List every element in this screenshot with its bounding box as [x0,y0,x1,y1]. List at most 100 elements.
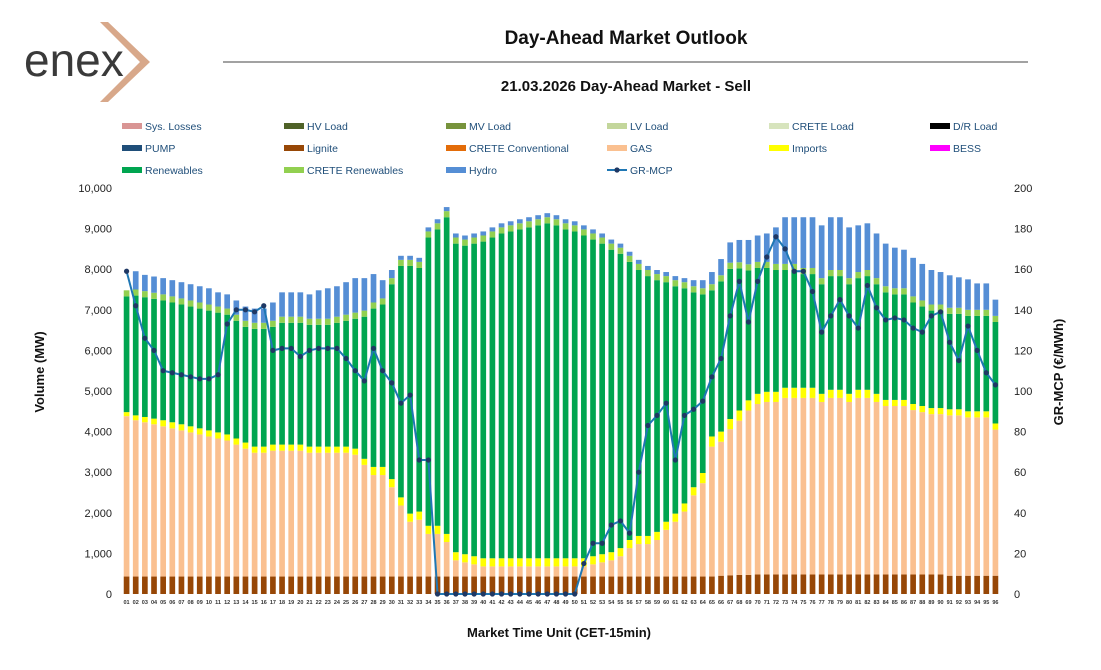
point-gr-mcp [489,591,496,597]
bar-imports [388,479,395,488]
bar-gas [224,440,231,577]
bar-hydro [132,271,139,290]
bar-imports [983,411,990,418]
point-gr-mcp [581,560,587,567]
point-gr-mcp [590,540,596,546]
x-tick-label: 80 [846,600,852,606]
legend-item-gr-mcp: GR-MCP [607,165,673,177]
bar-lignite [306,576,313,594]
bar-renewables [434,229,441,526]
bar-crete-renewables [974,309,980,316]
bar-hydro [590,229,596,234]
bar-imports [754,393,761,404]
bar-imports [507,558,514,567]
x-tick-label: 33 [416,600,422,606]
bar-crete-renewables [187,300,194,307]
bar-crete-renewables [901,288,907,295]
y-tick-label: 7,000 [84,305,112,317]
bar-gas [471,564,477,577]
bar-imports [315,446,322,453]
bar-imports [142,416,148,423]
bar-crete-renewables [718,275,724,282]
bar-lignite [132,576,139,594]
bar-imports [635,535,642,545]
point-gr-mcp [855,325,861,331]
bar-renewables [599,243,605,555]
bar-hydro [727,242,734,263]
bar-lignite [882,574,889,594]
bar-renewables [398,265,404,498]
bar-imports [425,525,432,534]
legend-swatch [607,145,627,151]
bar-gas [672,521,679,577]
bar-gas [416,519,423,577]
bar-gas [306,452,313,577]
bar-gas [910,410,916,575]
bar-lignite [626,576,633,594]
bar-lignite [571,576,578,594]
bar-hydro [873,233,880,279]
bar-renewables [379,304,386,467]
bar-lignite [773,574,779,594]
bar-crete-renewables [818,278,825,285]
bar-lignite [745,574,752,594]
bar-renewables [361,316,368,459]
bar-gas [169,428,176,577]
legend-label: GAS [630,143,652,155]
point-gr-mcp [206,376,212,382]
bar-renewables [791,270,798,388]
x-tick-label: 82 [864,600,870,606]
bar-renewables [873,284,880,394]
bar-hydro [251,308,258,323]
bar-renewables [562,229,569,559]
bar-hydro [699,280,706,289]
bar-imports [818,393,825,402]
bar-renewables [553,225,560,559]
bar-renewables [315,324,322,447]
legend-swatch [930,123,950,129]
x-tick-label: 78 [828,600,834,606]
bar-hydro [379,280,386,299]
bar-crete-renewables [654,274,660,281]
bar-gas [928,414,935,575]
bar-renewables [882,292,889,400]
bar-gas [407,521,413,577]
point-gr-mcp [700,398,706,404]
legend-item-pump: PUMP [122,143,175,155]
bar-crete-renewables [855,272,862,279]
bar-renewables [946,313,953,410]
x-tick-label: 57 [636,600,642,606]
bar-renewables [928,310,935,409]
bar-hydro [507,221,514,226]
bar-crete-renewables [334,316,340,323]
x-tick-label: 83 [873,600,879,606]
logo-chevron-icon [100,22,150,102]
bar-renewables [498,233,505,559]
point-gr-mcp [370,345,377,351]
point-gr-mcp [352,368,358,374]
bar-lignite [379,576,386,594]
bar-renewables [709,290,715,437]
bar-lignite [178,576,185,594]
x-tick-label: 66 [718,600,724,606]
x-tick-label: 42 [498,600,504,606]
legend-label: Hydro [469,165,497,177]
point-gr-mcp [736,278,742,284]
bar-renewables [608,249,615,553]
chart-subtitle: 21.03.2026 Day-Ahead Market - Sell [501,78,751,95]
bar-crete-renewables [773,263,779,271]
y2-tick-label: 160 [1014,264,1032,276]
bar-renewables [983,315,990,412]
bar-lignite [699,576,706,594]
bar-gas [352,454,359,577]
point-gr-mcp [197,376,203,382]
bar-hydro [818,225,825,279]
point-gr-mcp [947,339,953,345]
bar-renewables [206,310,212,431]
bar-crete-renewables [763,261,770,268]
bar-hydro [617,243,624,248]
bar-lignite [754,574,761,594]
legend-label: Sys. Losses [145,121,202,133]
bar-hydro [571,221,578,226]
